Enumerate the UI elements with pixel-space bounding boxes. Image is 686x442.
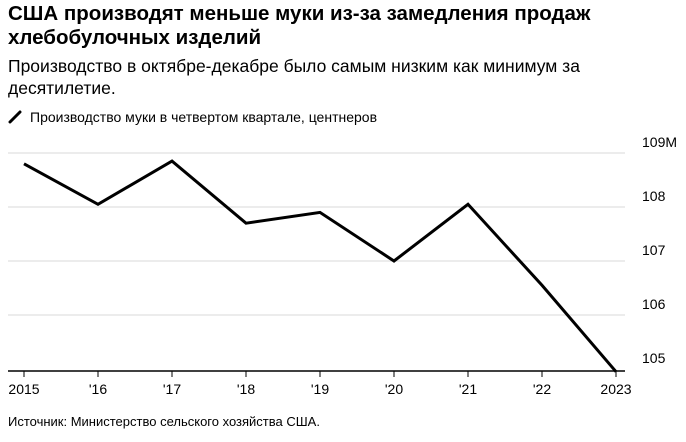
y-tick-label: 109M: [642, 134, 677, 150]
y-axis-labels: 105 106 107 108 109M: [642, 134, 677, 366]
x-tick-label: 2023: [600, 381, 631, 397]
y-tick-label: 107: [642, 242, 666, 258]
x-axis: [8, 370, 625, 377]
y-tick-label: 105: [642, 350, 666, 366]
x-tick-label: '20: [385, 381, 403, 397]
y-tick-label: 108: [642, 188, 666, 204]
x-tick-label: '18: [237, 381, 255, 397]
chart-subtitle: Производство в октябре-декабре было самы…: [8, 56, 580, 98]
gridlines: [8, 152, 625, 316]
y-tick-label: 106: [642, 296, 666, 312]
series-line-flour-production: [23, 159, 618, 373]
x-tick-label: '19: [311, 381, 329, 397]
x-tick-label: 2015: [8, 381, 39, 397]
x-tick-label: '22: [533, 381, 551, 397]
source-note: Источник: Министерство сельского хозяйст…: [8, 414, 320, 429]
x-tick-label: '16: [89, 381, 107, 397]
legend-line-icon: [8, 110, 22, 124]
chart-title: США производят меньше муки из-за замедле…: [8, 2, 591, 49]
legend: Производство муки в четвертом квартале, …: [8, 106, 377, 128]
legend-label: Производство муки в четвертом квартале, …: [30, 109, 378, 125]
x-tick-label: '17: [163, 381, 181, 397]
x-axis-labels: 2015 '16 '17 '18 '19 '20 '21 '22 2023: [8, 381, 631, 397]
line-chart: 105 106 107 108 109M 2015 '16 '17 '18 '19 '20 '21 '…: [8, 134, 677, 397]
x-tick-label: '21: [459, 381, 477, 397]
